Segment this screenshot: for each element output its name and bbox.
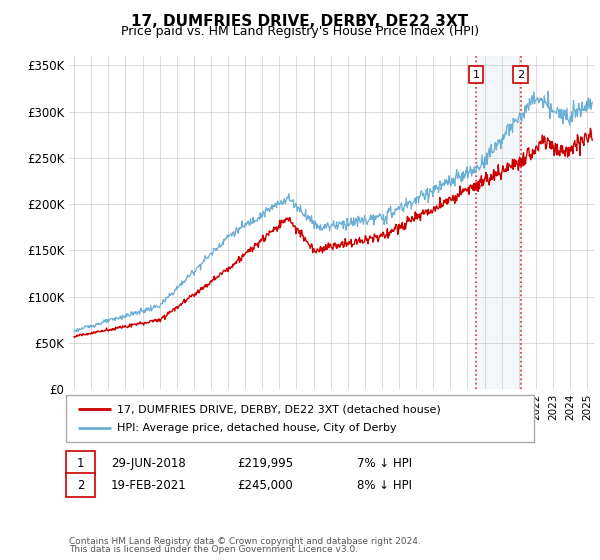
Text: 1: 1	[473, 69, 479, 80]
Text: Price paid vs. HM Land Registry's House Price Index (HPI): Price paid vs. HM Land Registry's House …	[121, 25, 479, 38]
Bar	[476, 56, 521, 389]
Text: 2: 2	[77, 479, 84, 492]
Text: 17, DUMFRIES DRIVE, DERBY, DE22 3XT: 17, DUMFRIES DRIVE, DERBY, DE22 3XT	[131, 14, 469, 29]
Text: Contains HM Land Registry data © Crown copyright and database right 2024.: Contains HM Land Registry data © Crown c…	[69, 537, 421, 546]
Text: £219,995: £219,995	[237, 456, 293, 470]
Text: £245,000: £245,000	[237, 479, 293, 492]
Text: 7% ↓ HPI: 7% ↓ HPI	[357, 456, 412, 470]
Text: 29-JUN-2018: 29-JUN-2018	[111, 456, 186, 470]
Text: 1: 1	[77, 456, 84, 470]
Text: 17, DUMFRIES DRIVE, DERBY, DE22 3XT (detached house): 17, DUMFRIES DRIVE, DERBY, DE22 3XT (det…	[117, 404, 441, 414]
Text: 2: 2	[517, 69, 524, 80]
Text: 19-FEB-2021: 19-FEB-2021	[111, 479, 187, 492]
Text: HPI: Average price, detached house, City of Derby: HPI: Average price, detached house, City…	[117, 423, 397, 433]
Text: 8% ↓ HPI: 8% ↓ HPI	[357, 479, 412, 492]
Text: This data is licensed under the Open Government Licence v3.0.: This data is licensed under the Open Gov…	[69, 545, 358, 554]
